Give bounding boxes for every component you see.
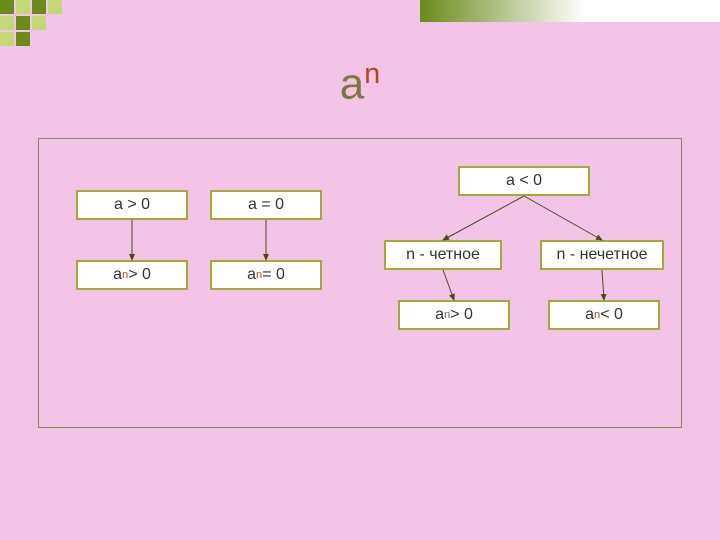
title-exponent: n xyxy=(364,58,380,90)
node-n-odd: n - нечетное xyxy=(540,240,664,270)
node-an-gt-0: an > 0 xyxy=(76,260,188,290)
top-decoration xyxy=(0,0,720,30)
deco-square xyxy=(0,16,14,30)
deco-square xyxy=(32,16,46,30)
page-title: an xyxy=(0,58,720,110)
deco-square xyxy=(0,0,14,14)
deco-square xyxy=(32,0,46,14)
deco-square xyxy=(16,32,30,46)
deco-square xyxy=(48,0,62,14)
node-a-eq-0: a = 0 xyxy=(210,190,322,220)
node-a-lt-0: a < 0 xyxy=(458,166,590,196)
deco-square xyxy=(16,16,30,30)
deco-square xyxy=(0,32,14,46)
deco-square xyxy=(16,0,30,14)
node-an-eq-0: an = 0 xyxy=(210,260,322,290)
node-n-even: n - четное xyxy=(384,240,502,270)
node-an-lt-0-o: an < 0 xyxy=(548,300,660,330)
node-a-gt-0: a > 0 xyxy=(76,190,188,220)
node-an-gt-0-e: an > 0 xyxy=(398,300,510,330)
deco-gradient-bar xyxy=(420,0,720,22)
title-base: a xyxy=(340,60,364,109)
